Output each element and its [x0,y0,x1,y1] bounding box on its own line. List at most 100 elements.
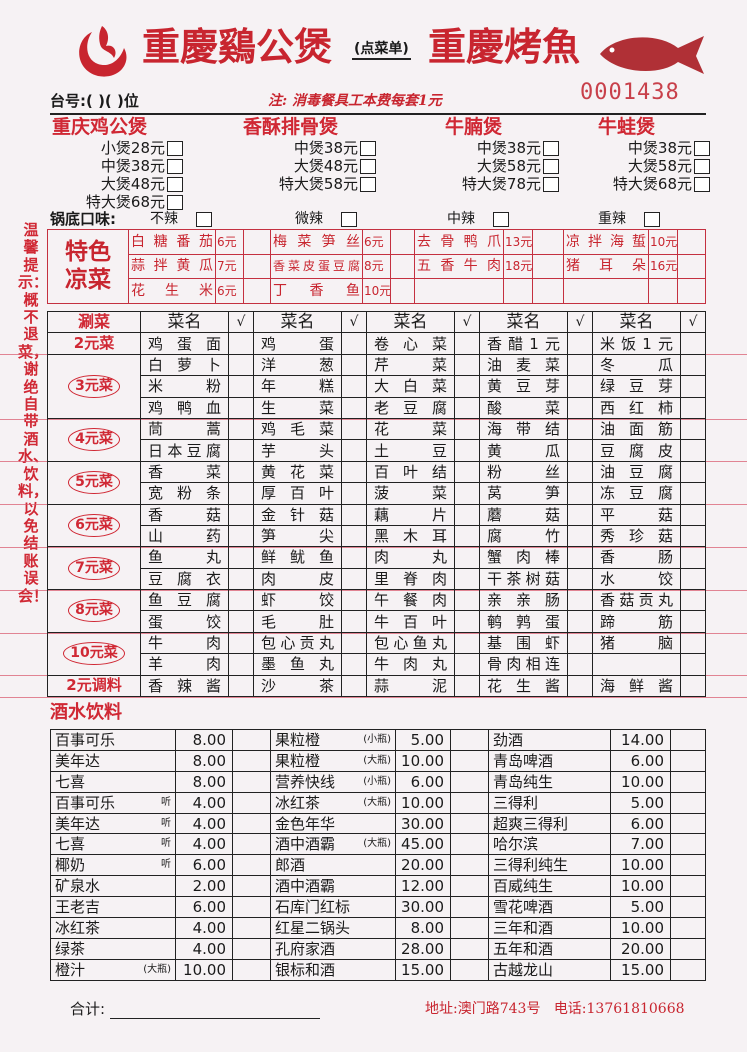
pot-size-option[interactable]: 特大煲58元 [279,175,376,193]
order-check-cell[interactable] [680,353,706,377]
order-quantity-cell[interactable] [232,833,271,856]
order-check-cell[interactable] [228,567,254,591]
order-check-cell[interactable] [341,546,367,569]
order-check-cell[interactable] [680,610,706,633]
order-quantity-cell[interactable] [232,749,271,772]
order-quantity-cell[interactable] [450,854,489,877]
order-check-cell[interactable] [680,546,706,569]
order-quantity-cell[interactable] [670,917,706,939]
order-quantity-cell[interactable] [670,854,706,877]
order-check-cell[interactable] [390,278,415,304]
order-quantity-cell[interactable] [232,791,271,814]
checkbox[interactable] [196,211,212,227]
order-quantity-cell[interactable] [670,749,706,772]
order-quantity-cell[interactable] [450,812,489,835]
order-quantity-cell[interactable] [670,875,706,898]
order-check-cell[interactable] [341,503,367,526]
checkbox[interactable] [360,141,376,156]
checkbox[interactable] [644,211,660,227]
order-check-cell[interactable] [567,332,593,355]
order-quantity-cell[interactable] [450,791,489,814]
order-check-cell[interactable] [532,229,564,255]
order-check-cell[interactable] [680,460,706,484]
order-quantity-cell[interactable] [232,770,271,793]
order-quantity-cell[interactable] [450,749,489,772]
order-check-cell[interactable] [680,417,706,441]
order-quantity-cell[interactable] [232,729,271,751]
order-check-cell[interactable] [567,653,593,676]
checkbox[interactable] [360,177,376,192]
order-check-cell[interactable] [454,332,480,355]
order-check-cell[interactable] [341,482,367,505]
order-check-cell[interactable] [567,610,593,633]
order-check-cell[interactable] [567,524,593,548]
order-check-cell[interactable] [680,653,706,676]
checkbox[interactable] [543,177,559,192]
order-check-cell[interactable] [454,482,480,505]
total-input-line[interactable] [110,1018,320,1019]
order-check-cell[interactable] [567,482,593,505]
order-check-cell[interactable] [680,589,706,612]
pot-size-option[interactable]: 中煲38元 [101,157,183,175]
order-quantity-cell[interactable] [450,958,489,981]
order-check-cell[interactable] [567,460,593,484]
order-quantity-cell[interactable] [670,958,706,981]
order-check-cell[interactable] [454,396,480,419]
order-quantity-cell[interactable] [450,917,489,939]
order-quantity-cell[interactable] [450,770,489,793]
order-check-cell[interactable] [243,229,271,255]
order-check-cell[interactable] [680,567,706,591]
order-check-cell[interactable] [677,253,706,279]
pot-size-option[interactable]: 特大煲68元 [86,193,183,211]
checkbox[interactable] [543,141,559,156]
order-quantity-cell[interactable] [232,896,271,919]
order-check-cell[interactable] [454,674,480,698]
order-check-cell[interactable] [454,546,480,569]
pot-size-option[interactable]: 大煲48元 [101,175,183,193]
order-quantity-cell[interactable] [232,812,271,835]
order-check-cell[interactable] [454,567,480,591]
order-quantity-cell[interactable] [450,937,489,960]
order-check-cell[interactable] [228,524,254,548]
order-check-cell[interactable] [454,589,480,612]
order-check-cell[interactable] [341,567,367,591]
order-check-cell[interactable] [228,332,254,355]
order-check-cell[interactable] [454,631,480,655]
checkbox[interactable] [694,159,710,174]
checkbox[interactable] [543,159,559,174]
order-check-cell[interactable] [228,482,254,505]
order-quantity-cell[interactable] [670,833,706,856]
pot-size-option[interactable]: 特大煲68元 [613,175,710,193]
order-check-cell[interactable] [228,396,254,419]
order-check-cell[interactable] [680,674,706,698]
order-check-cell[interactable] [454,353,480,377]
order-check-cell[interactable] [680,396,706,419]
order-check-cell[interactable] [341,674,367,698]
order-check-cell[interactable] [341,610,367,633]
order-quantity-cell[interactable] [670,896,706,919]
order-check-cell[interactable] [567,417,593,441]
order-quantity-cell[interactable] [670,770,706,793]
order-check-cell[interactable] [454,503,480,526]
pot-size-option[interactable]: 大煲58元 [477,157,559,175]
order-check-cell[interactable] [228,460,254,484]
table-number-field[interactable]: 台号:( )( )位 [50,92,139,110]
order-check-cell[interactable] [341,589,367,612]
order-check-cell[interactable] [228,417,254,441]
pot-size-option[interactable]: 中煲38元 [628,139,710,157]
order-check-cell[interactable] [228,653,254,676]
order-check-cell[interactable] [341,396,367,419]
order-check-cell[interactable] [532,253,564,279]
order-check-cell[interactable] [680,503,706,526]
order-quantity-cell[interactable] [670,791,706,814]
order-check-cell[interactable] [567,589,593,612]
order-quantity-cell[interactable] [450,729,489,751]
order-quantity-cell[interactable] [450,833,489,856]
checkbox[interactable] [167,177,183,192]
pot-size-option[interactable]: 中煲38元 [477,139,559,157]
order-check-cell[interactable] [680,631,706,655]
order-check-cell[interactable] [228,439,254,462]
spice-option[interactable]: 重辣 [598,210,660,228]
order-check-cell[interactable] [677,278,706,304]
order-check-cell[interactable] [341,524,367,548]
